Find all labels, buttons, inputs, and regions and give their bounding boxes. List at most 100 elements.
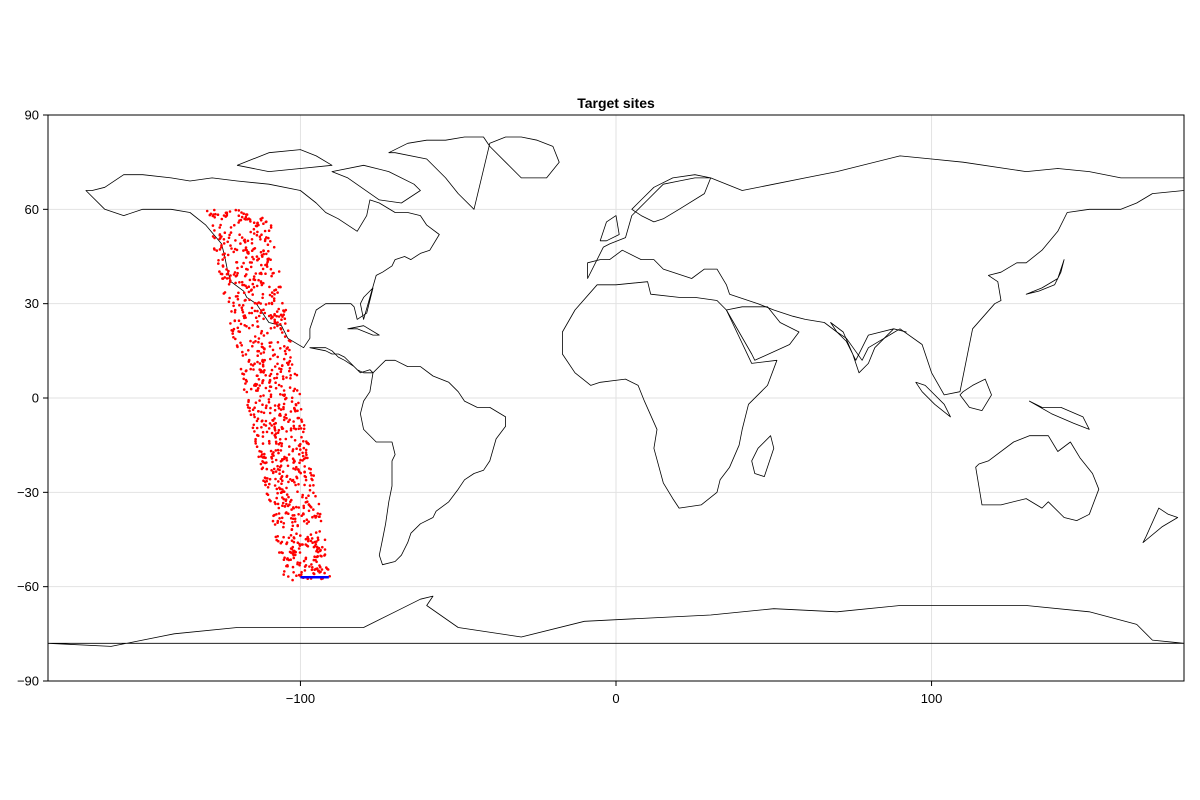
site-point bbox=[305, 518, 309, 521]
site-point bbox=[304, 448, 308, 452]
coastline-australia bbox=[975, 435, 1100, 521]
site-point bbox=[249, 230, 252, 234]
site-point bbox=[257, 301, 261, 304]
site-point bbox=[293, 439, 297, 442]
site-point bbox=[282, 357, 286, 361]
site-point bbox=[290, 400, 294, 403]
site-point bbox=[301, 495, 304, 499]
site-point bbox=[282, 377, 285, 381]
site-point bbox=[292, 467, 295, 470]
site-point bbox=[259, 250, 263, 254]
site-point bbox=[298, 563, 301, 567]
site-point bbox=[218, 237, 221, 241]
site-point bbox=[217, 262, 220, 265]
site-point bbox=[282, 407, 285, 411]
site-point bbox=[276, 431, 280, 435]
site-point bbox=[257, 337, 261, 340]
site-point bbox=[323, 553, 327, 556]
site-point bbox=[296, 490, 299, 494]
site-point bbox=[242, 212, 245, 215]
site-point bbox=[292, 571, 295, 574]
site-point bbox=[266, 243, 270, 246]
site-point bbox=[294, 550, 298, 554]
site-point bbox=[289, 374, 293, 377]
site-point bbox=[307, 494, 310, 498]
site-point bbox=[276, 448, 280, 452]
site-point bbox=[247, 349, 250, 352]
site-point bbox=[268, 341, 272, 345]
site-point bbox=[249, 339, 252, 343]
site-point bbox=[248, 278, 252, 282]
site-point bbox=[261, 267, 265, 271]
site-point bbox=[264, 386, 268, 390]
site-point bbox=[236, 266, 239, 270]
site-point bbox=[263, 311, 267, 315]
site-point bbox=[267, 249, 270, 253]
site-point bbox=[272, 245, 276, 249]
site-point bbox=[285, 493, 289, 496]
site-point bbox=[229, 226, 233, 229]
site-point bbox=[288, 386, 292, 389]
site-point bbox=[282, 490, 286, 494]
site-point bbox=[279, 313, 283, 317]
site-point bbox=[302, 559, 306, 563]
site-point bbox=[258, 449, 261, 453]
site-point bbox=[277, 285, 281, 289]
site-point bbox=[279, 491, 283, 495]
site-point bbox=[290, 435, 293, 439]
site-point bbox=[276, 341, 280, 344]
site-point bbox=[304, 543, 308, 546]
site-point bbox=[256, 417, 260, 421]
site-point bbox=[328, 575, 332, 578]
site-point bbox=[292, 389, 296, 393]
site-point bbox=[281, 504, 284, 508]
site-point bbox=[252, 232, 256, 235]
site-point bbox=[290, 528, 294, 531]
site-point bbox=[289, 410, 293, 413]
site-point bbox=[277, 506, 281, 510]
site-point bbox=[255, 284, 259, 288]
coastlines bbox=[47, 136, 1185, 647]
site-point bbox=[260, 410, 263, 414]
site-point bbox=[219, 223, 222, 227]
site-point bbox=[234, 281, 237, 285]
site-point bbox=[314, 494, 317, 498]
site-point bbox=[303, 465, 307, 468]
site-point bbox=[252, 368, 255, 371]
site-point bbox=[253, 406, 256, 410]
site-point bbox=[291, 578, 294, 582]
site-point bbox=[316, 512, 320, 515]
site-point bbox=[274, 535, 278, 539]
site-point bbox=[283, 570, 286, 573]
site-point bbox=[287, 339, 291, 342]
site-point bbox=[273, 313, 276, 317]
site-point bbox=[223, 276, 227, 279]
site-point bbox=[274, 449, 278, 452]
site-point bbox=[295, 475, 298, 479]
site-point bbox=[251, 364, 255, 367]
site-point bbox=[312, 491, 315, 495]
site-point bbox=[297, 453, 301, 456]
site-point bbox=[317, 569, 321, 572]
site-point bbox=[309, 506, 313, 509]
site-point bbox=[279, 449, 283, 452]
site-point bbox=[232, 250, 235, 254]
site-point bbox=[280, 540, 284, 544]
site-point bbox=[227, 236, 231, 240]
coastline-central-america bbox=[309, 347, 374, 374]
site-point bbox=[282, 525, 285, 529]
site-point bbox=[272, 271, 275, 275]
site-point bbox=[258, 384, 262, 387]
site-point bbox=[276, 464, 279, 468]
site-point bbox=[268, 378, 272, 382]
site-point bbox=[286, 329, 290, 333]
site-point bbox=[258, 362, 262, 365]
site-point bbox=[221, 264, 225, 267]
site-point bbox=[276, 355, 280, 359]
site-point bbox=[271, 348, 275, 352]
site-point bbox=[257, 340, 260, 344]
site-point bbox=[218, 226, 221, 229]
site-point bbox=[275, 496, 279, 500]
site-point bbox=[296, 468, 300, 471]
site-point bbox=[277, 407, 281, 410]
